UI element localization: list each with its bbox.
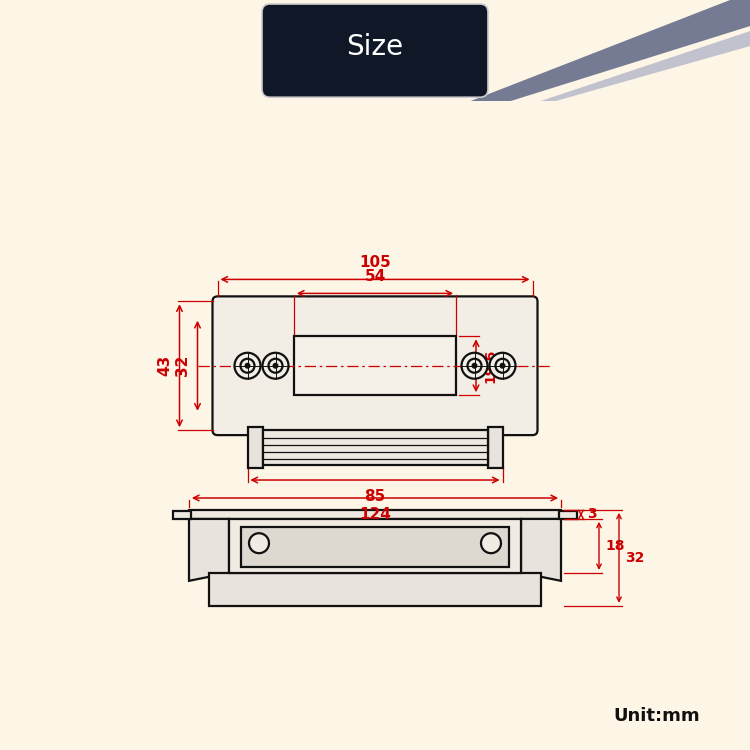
Bar (248, 427, 262, 468)
Bar (488, 427, 502, 468)
Text: 18: 18 (605, 539, 625, 553)
Text: 32: 32 (625, 550, 644, 565)
Text: Unit:mm: Unit:mm (614, 707, 700, 725)
Text: 124: 124 (359, 507, 391, 522)
Text: 54: 54 (364, 269, 386, 284)
Bar (262, 430, 488, 465)
Circle shape (461, 352, 488, 379)
Text: Size: Size (346, 33, 404, 61)
Text: 105: 105 (359, 256, 391, 271)
Circle shape (262, 352, 289, 379)
Text: 85: 85 (364, 489, 386, 504)
Polygon shape (540, 31, 750, 101)
Bar (294, 337, 456, 395)
Circle shape (467, 358, 482, 373)
Circle shape (244, 363, 250, 369)
Bar (209, 573, 541, 606)
Text: 19.6: 19.6 (483, 349, 497, 382)
Bar (241, 527, 509, 567)
Bar (229, 519, 521, 573)
Circle shape (268, 358, 283, 373)
Circle shape (481, 533, 501, 554)
Circle shape (249, 533, 269, 554)
Circle shape (241, 358, 254, 373)
Polygon shape (189, 519, 229, 580)
Circle shape (500, 363, 506, 369)
Circle shape (235, 352, 260, 379)
FancyBboxPatch shape (262, 4, 488, 98)
FancyBboxPatch shape (212, 296, 538, 435)
Circle shape (472, 363, 478, 369)
Circle shape (272, 363, 278, 369)
Bar (559, 511, 577, 519)
Bar (189, 510, 561, 519)
Text: 3: 3 (587, 508, 597, 521)
Circle shape (490, 352, 515, 379)
Polygon shape (470, 0, 750, 101)
Polygon shape (521, 519, 561, 580)
Circle shape (496, 358, 509, 373)
Text: 32: 32 (176, 355, 190, 376)
Bar (173, 511, 191, 519)
Text: 43: 43 (158, 355, 172, 376)
